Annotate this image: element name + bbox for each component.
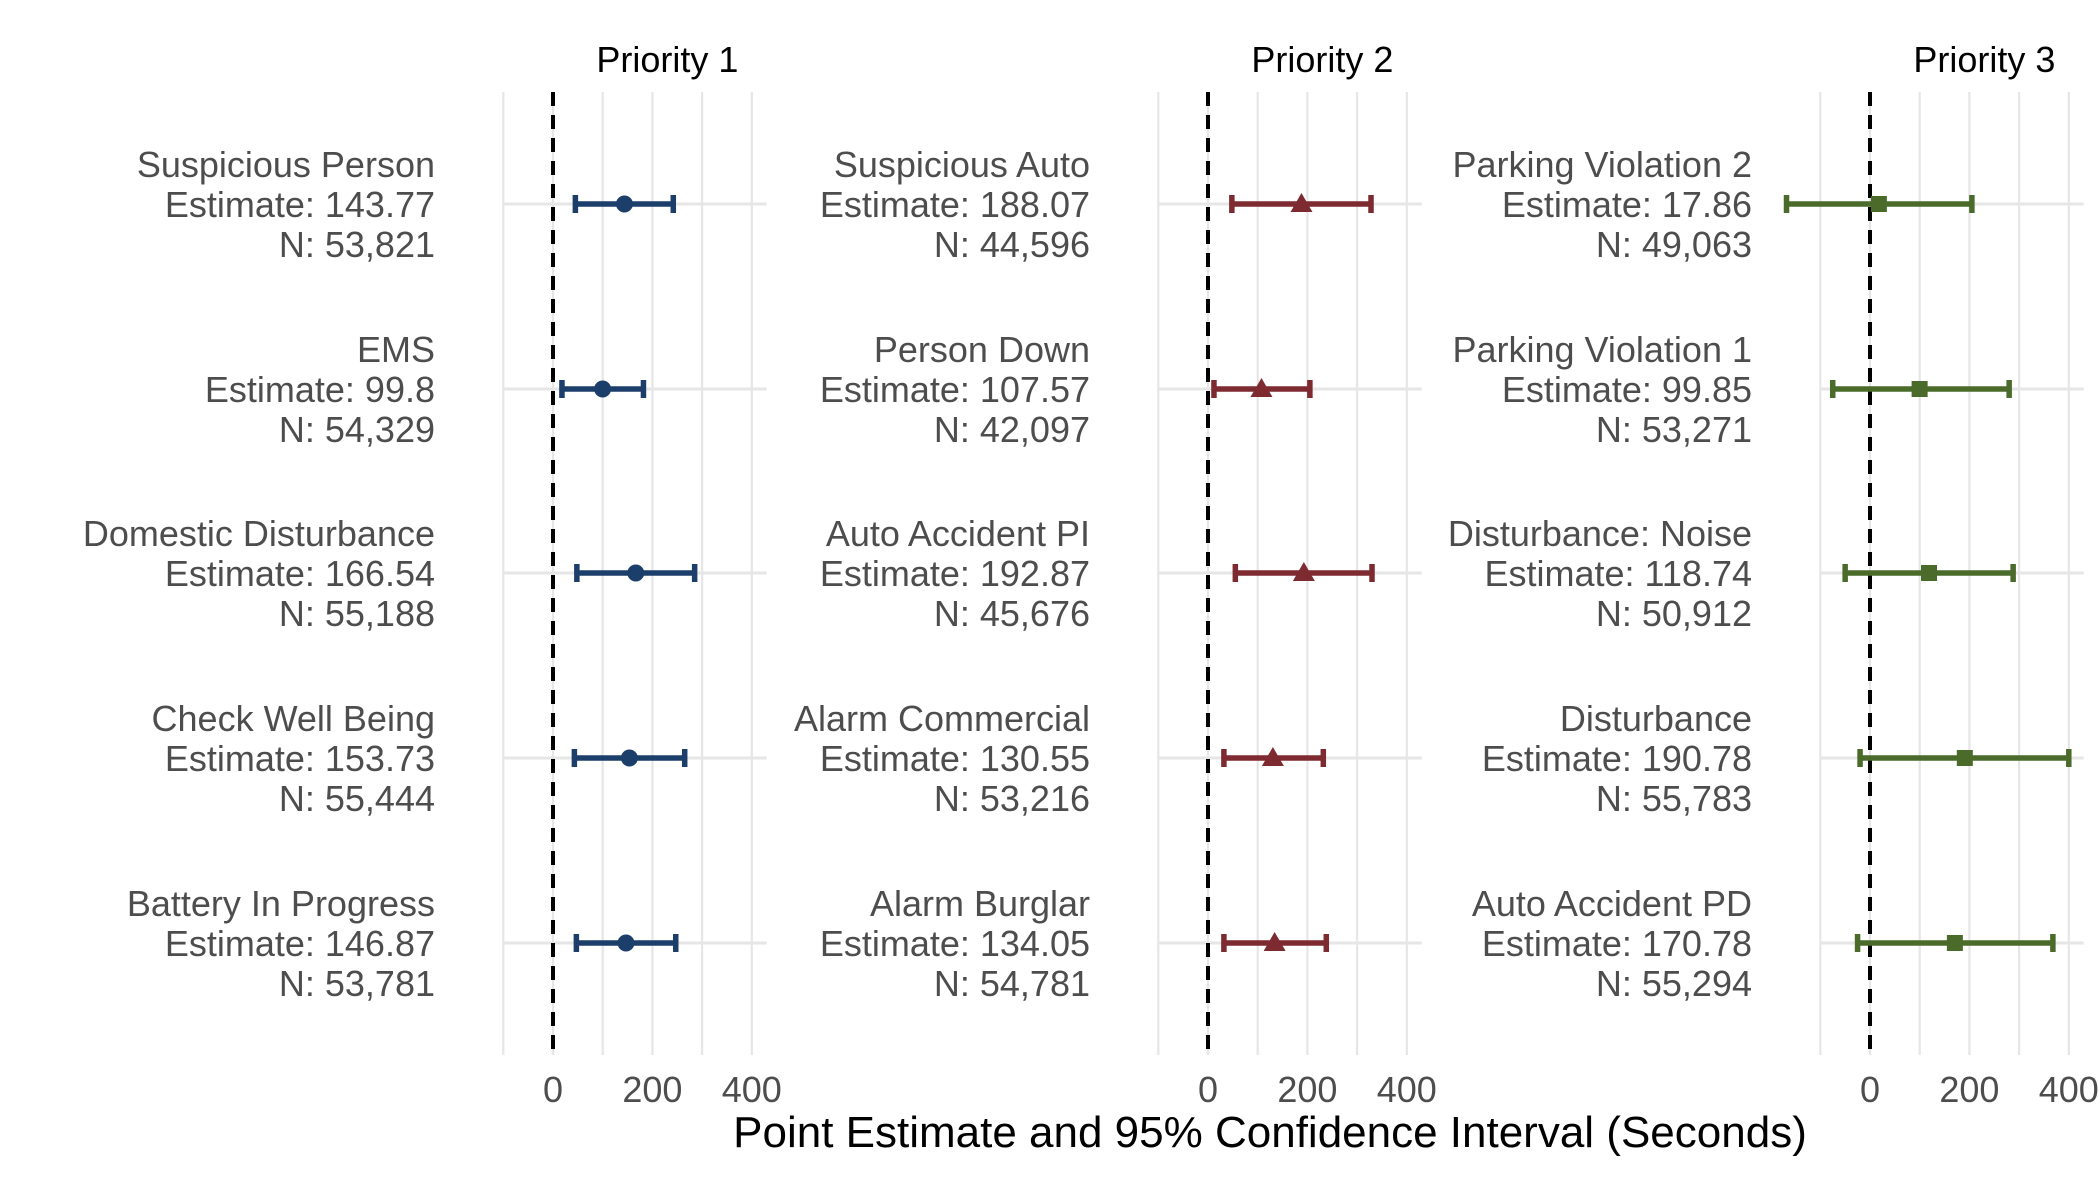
panel-title: Priority 2 xyxy=(1251,39,1393,80)
row-label-estimate: Estimate: 134.05 xyxy=(820,923,1090,964)
row-label-estimate: Estimate: 146.87 xyxy=(165,923,435,964)
row-label-n: N: 53,781 xyxy=(279,963,435,1004)
row-label-n: N: 49,063 xyxy=(1596,224,1752,265)
row-label-n: N: 55,444 xyxy=(279,778,435,819)
point-estimate-marker xyxy=(1261,747,1284,766)
point-estimate-marker xyxy=(1911,381,1928,397)
row-label-name: Person Down xyxy=(874,329,1090,370)
row-label-name: Parking Violation 2 xyxy=(1452,144,1752,185)
row-label-n: N: 44,596 xyxy=(934,224,1090,265)
point-estimate-marker xyxy=(1921,565,1938,581)
x-tick-label: 0 xyxy=(543,1069,563,1110)
row-label-name: Parking Violation 1 xyxy=(1452,329,1752,370)
row-label-estimate: Estimate: 107.57 xyxy=(820,369,1090,410)
row-label-name: Auto Accident PD xyxy=(1472,883,1752,924)
point-estimate-marker xyxy=(627,564,645,582)
x-tick-label: 400 xyxy=(2039,1069,2099,1110)
x-tick-label: 0 xyxy=(1198,1069,1218,1110)
row-label-estimate: Estimate: 99.8 xyxy=(205,369,435,410)
row-label-n: N: 50,912 xyxy=(1596,593,1752,634)
row-label-name: Auto Accident PI xyxy=(826,513,1090,554)
row-label-n: N: 55,783 xyxy=(1596,778,1752,819)
row-label-n: N: 42,097 xyxy=(934,409,1090,450)
point-estimate-marker xyxy=(615,195,633,213)
x-tick-label: 200 xyxy=(622,1069,682,1110)
row-label-estimate: Estimate: 170.78 xyxy=(1482,923,1752,964)
row-label-n: N: 55,294 xyxy=(1596,963,1752,1004)
x-tick-label: 0 xyxy=(1860,1069,1880,1110)
row-label-estimate: Estimate: 190.78 xyxy=(1482,738,1752,779)
row-label-n: N: 54,329 xyxy=(279,409,435,450)
row-label-estimate: Estimate: 143.77 xyxy=(165,184,435,225)
row-label-estimate: Estimate: 188.07 xyxy=(820,184,1090,225)
point-estimate-marker xyxy=(1870,196,1887,212)
row-label-estimate: Estimate: 130.55 xyxy=(820,738,1090,779)
row-label-name: Disturbance xyxy=(1560,698,1752,739)
x-tick-label: 400 xyxy=(1377,1069,1437,1110)
point-estimate-marker xyxy=(1292,562,1315,581)
point-estimate-marker xyxy=(1956,750,1973,766)
row-label-n: N: 53,271 xyxy=(1596,409,1752,450)
row-label-name: Disturbance: Noise xyxy=(1448,513,1752,554)
row-label-n: N: 54,781 xyxy=(934,963,1090,1004)
row-label-n: N: 45,676 xyxy=(934,593,1090,634)
point-estimate-marker xyxy=(620,749,638,767)
row-label-name: Alarm Commercial xyxy=(794,698,1090,739)
row-label-name: Suspicious Person xyxy=(137,144,435,185)
row-label-estimate: Estimate: 192.87 xyxy=(820,553,1090,594)
point-estimate-marker xyxy=(1946,935,1963,951)
row-label-name: Battery In Progress xyxy=(127,883,435,924)
x-tick-label: 200 xyxy=(1939,1069,1999,1110)
row-label-estimate: Estimate: 17.86 xyxy=(1502,184,1752,225)
row-label-n: N: 53,216 xyxy=(934,778,1090,819)
x-axis-title: Point Estimate and 95% Confidence Interv… xyxy=(733,1108,1807,1157)
row-label-name: EMS xyxy=(357,329,435,370)
row-label-estimate: Estimate: 99.85 xyxy=(1502,369,1752,410)
row-label-estimate: Estimate: 118.74 xyxy=(1485,553,1753,594)
x-tick-label: 400 xyxy=(722,1069,782,1110)
row-label-name: Alarm Burglar xyxy=(870,883,1090,924)
row-label-name: Domestic Disturbance xyxy=(83,513,435,554)
point-estimate-marker xyxy=(1263,932,1286,951)
row-label-n: N: 53,821 xyxy=(279,224,435,265)
row-label-n: N: 55,188 xyxy=(279,593,435,634)
panel-title: Priority 1 xyxy=(596,39,738,80)
point-estimate-marker xyxy=(1290,193,1313,212)
row-label-name: Check Well Being xyxy=(152,698,435,739)
panel-title: Priority 3 xyxy=(1913,39,2055,80)
point-estimate-marker xyxy=(617,934,635,952)
row-label-estimate: Estimate: 166.54 xyxy=(165,553,435,594)
row-label-estimate: Estimate: 153.73 xyxy=(165,738,435,779)
point-estimate-marker xyxy=(1250,378,1273,397)
point-estimate-marker xyxy=(594,380,612,398)
x-tick-label: 200 xyxy=(1277,1069,1337,1110)
row-label-name: Suspicious Auto xyxy=(834,144,1090,185)
